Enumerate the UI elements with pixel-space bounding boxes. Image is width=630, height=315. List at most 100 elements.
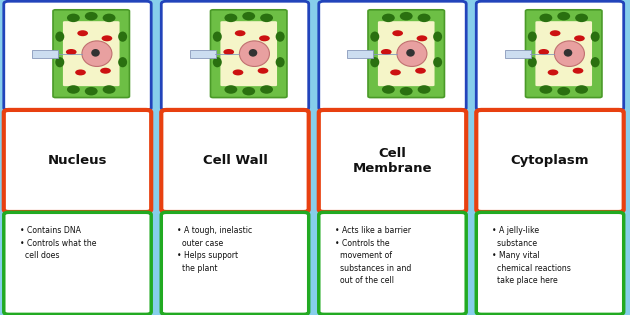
Ellipse shape (528, 32, 537, 42)
FancyBboxPatch shape (525, 10, 602, 98)
Ellipse shape (390, 69, 401, 75)
Ellipse shape (55, 57, 64, 67)
FancyBboxPatch shape (4, 1, 151, 110)
Text: Cell Wall: Cell Wall (203, 154, 267, 168)
FancyBboxPatch shape (161, 110, 309, 212)
FancyBboxPatch shape (190, 49, 216, 58)
Text: • A tough, inelastic
  outer case
• Helps support
  the plant: • A tough, inelastic outer case • Helps … (177, 226, 253, 273)
Ellipse shape (82, 41, 112, 66)
FancyBboxPatch shape (220, 21, 277, 86)
FancyBboxPatch shape (476, 212, 624, 314)
Ellipse shape (547, 69, 558, 75)
FancyBboxPatch shape (319, 1, 466, 110)
FancyBboxPatch shape (319, 110, 466, 212)
Ellipse shape (101, 35, 112, 41)
Ellipse shape (418, 85, 430, 94)
FancyBboxPatch shape (476, 1, 624, 110)
Ellipse shape (224, 14, 238, 22)
Text: Cytoplasm: Cytoplasm (511, 154, 589, 168)
Ellipse shape (575, 14, 588, 22)
Ellipse shape (564, 49, 572, 57)
Ellipse shape (118, 57, 127, 67)
FancyBboxPatch shape (32, 49, 59, 58)
FancyBboxPatch shape (347, 49, 374, 58)
FancyBboxPatch shape (378, 21, 435, 86)
Ellipse shape (382, 14, 395, 22)
Ellipse shape (433, 32, 442, 42)
Text: • Contains DNA
• Controls what the
  cell does: • Contains DNA • Controls what the cell … (20, 226, 96, 261)
Text: • Acts like a barrier
• Controls the
  movement of
  substances in and
  out of : • Acts like a barrier • Controls the mov… (335, 226, 411, 285)
Ellipse shape (558, 87, 570, 95)
Ellipse shape (213, 57, 222, 67)
Ellipse shape (539, 14, 553, 22)
Ellipse shape (232, 69, 243, 75)
FancyBboxPatch shape (161, 1, 309, 110)
Ellipse shape (260, 85, 273, 94)
Ellipse shape (550, 30, 561, 36)
Ellipse shape (67, 14, 80, 22)
Ellipse shape (249, 49, 257, 57)
Ellipse shape (260, 14, 273, 22)
Ellipse shape (91, 49, 100, 57)
Ellipse shape (85, 12, 98, 20)
Ellipse shape (575, 85, 588, 94)
Ellipse shape (224, 85, 238, 94)
Ellipse shape (382, 85, 395, 94)
Ellipse shape (591, 32, 600, 42)
Ellipse shape (539, 85, 553, 94)
Ellipse shape (258, 68, 268, 74)
Ellipse shape (259, 35, 270, 41)
FancyBboxPatch shape (368, 10, 444, 98)
Ellipse shape (416, 35, 427, 41)
Ellipse shape (392, 30, 403, 36)
Ellipse shape (224, 49, 234, 55)
FancyBboxPatch shape (505, 49, 531, 58)
Ellipse shape (103, 85, 115, 94)
Ellipse shape (243, 87, 255, 95)
Ellipse shape (370, 32, 379, 42)
Ellipse shape (276, 57, 285, 67)
Ellipse shape (406, 49, 415, 57)
Ellipse shape (370, 57, 379, 67)
Ellipse shape (213, 32, 222, 42)
FancyBboxPatch shape (476, 110, 624, 212)
FancyBboxPatch shape (4, 212, 151, 314)
Text: Cell
Membrane: Cell Membrane (353, 147, 432, 175)
Ellipse shape (573, 68, 583, 74)
Ellipse shape (100, 68, 111, 74)
Text: • A jelly-like
  substance
• Many vital
  chemical reactions
  take place here: • A jelly-like substance • Many vital ch… (492, 226, 571, 285)
Ellipse shape (55, 32, 64, 42)
Ellipse shape (400, 87, 413, 95)
Ellipse shape (418, 14, 430, 22)
FancyBboxPatch shape (536, 21, 592, 86)
Text: Nucleus: Nucleus (48, 154, 107, 168)
Ellipse shape (85, 87, 98, 95)
Ellipse shape (574, 35, 585, 41)
FancyBboxPatch shape (210, 10, 287, 98)
Ellipse shape (539, 49, 549, 55)
Ellipse shape (433, 57, 442, 67)
Ellipse shape (103, 14, 115, 22)
Ellipse shape (118, 32, 127, 42)
FancyBboxPatch shape (161, 212, 309, 314)
Ellipse shape (397, 41, 427, 66)
Ellipse shape (276, 32, 285, 42)
Ellipse shape (558, 12, 570, 20)
Ellipse shape (381, 49, 392, 55)
Ellipse shape (239, 41, 270, 66)
Ellipse shape (66, 49, 77, 55)
Ellipse shape (591, 57, 600, 67)
Ellipse shape (554, 41, 585, 66)
Ellipse shape (77, 30, 88, 36)
Ellipse shape (75, 69, 86, 75)
FancyBboxPatch shape (53, 10, 129, 98)
FancyBboxPatch shape (4, 110, 151, 212)
Ellipse shape (528, 57, 537, 67)
FancyBboxPatch shape (319, 212, 466, 314)
Ellipse shape (235, 30, 246, 36)
FancyBboxPatch shape (63, 21, 120, 86)
Ellipse shape (67, 85, 80, 94)
Ellipse shape (400, 12, 413, 20)
Ellipse shape (415, 68, 426, 74)
Ellipse shape (243, 12, 255, 20)
